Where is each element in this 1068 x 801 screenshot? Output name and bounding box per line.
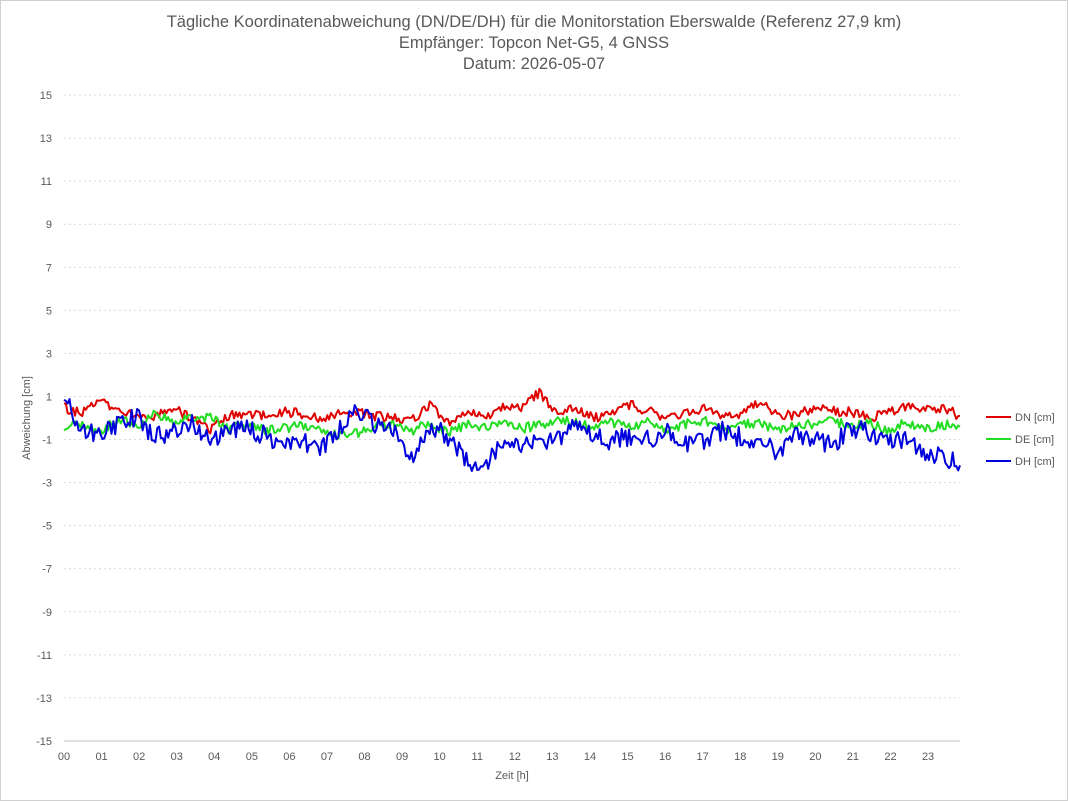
y-tick-label: -11 <box>37 650 52 662</box>
x-tick-label: 14 <box>584 751 596 763</box>
x-tick-label: 18 <box>734 751 746 763</box>
y-tick-label: -3 <box>42 478 52 490</box>
x-tick-label: 03 <box>171 751 183 763</box>
x-tick-label: 19 <box>772 751 784 763</box>
chart-subtitle-date: Datum: 2026-05-07 <box>462 55 606 73</box>
x-tick-label: 22 <box>884 751 896 763</box>
series-line <box>63 409 961 440</box>
x-tick-label: 23 <box>922 751 934 763</box>
y-tick-label: 1 <box>46 391 52 403</box>
x-axis-title: Zeit [h] <box>495 770 529 782</box>
y-tick-label: -13 <box>36 693 52 705</box>
x-tick-label: 21 <box>847 751 859 763</box>
x-tick-label: 13 <box>546 751 558 763</box>
x-tick-label: 04 <box>208 751 220 763</box>
y-tick-label: 13 <box>40 133 52 145</box>
x-tick-label: 17 <box>697 751 709 763</box>
x-tick-label: 09 <box>396 751 408 763</box>
legend-label: DH [cm] <box>1015 456 1055 468</box>
x-tick-label: 10 <box>434 751 446 763</box>
y-tick-label: 5 <box>46 305 52 317</box>
x-tick-label: 07 <box>321 751 333 763</box>
x-tick-label: 00 <box>58 751 70 763</box>
chart-subtitle-receiver: Empfänger: Topcon Net-G5, 4 GNSS <box>398 34 670 52</box>
x-tick-label: 11 <box>472 751 483 763</box>
x-tick-label: 16 <box>659 751 671 763</box>
x-tick-label: 15 <box>621 751 633 763</box>
x-tick-label: 20 <box>809 751 821 763</box>
chart-title-block: Tägliche Koordinatenabweichung (DN/DE/DH… <box>0 12 1068 75</box>
x-tick-label: 02 <box>133 751 145 763</box>
y-tick-label: -5 <box>42 521 52 533</box>
y-tick-label: -9 <box>42 607 52 619</box>
y-axis-title: Abweichung [cm] <box>21 376 33 460</box>
y-tick-label: 7 <box>46 262 52 274</box>
y-tick-label: 15 <box>40 90 52 102</box>
x-tick-label: 05 <box>246 751 258 763</box>
x-tick-label: 08 <box>358 751 370 763</box>
y-tick-label: 3 <box>46 348 52 360</box>
series-line <box>63 387 961 435</box>
y-tick-label: -7 <box>42 564 52 576</box>
legend-label: DE [cm] <box>1015 434 1054 446</box>
y-tick-label: -1 <box>42 435 52 447</box>
y-tick-label: 11 <box>41 176 52 188</box>
x-tick-label: 06 <box>283 751 295 763</box>
y-tick-label: 9 <box>46 219 52 231</box>
legend-label: DN [cm] <box>1015 412 1055 424</box>
series-line <box>63 398 961 472</box>
y-tick-label: -15 <box>36 736 52 748</box>
chart-title: Tägliche Koordinatenabweichung (DN/DE/DH… <box>166 13 902 31</box>
x-tick-label: 01 <box>95 751 107 763</box>
x-tick-label: 12 <box>509 751 521 763</box>
